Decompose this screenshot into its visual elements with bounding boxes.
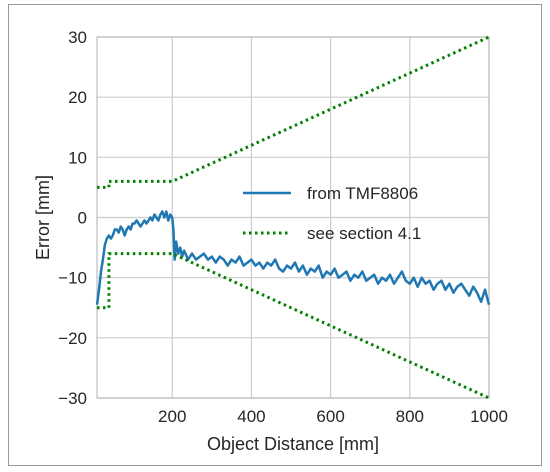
x-tick-label: 800: [396, 407, 424, 426]
legend-label-tmf8806: from TMF8806: [307, 184, 418, 203]
legend: from TMF8806 see section 4.1: [243, 184, 421, 243]
y-tick-label: 0: [78, 209, 87, 228]
x-tick-labels: 200 400 600 800 1000: [158, 407, 508, 426]
y-tick-label: 30: [68, 28, 87, 47]
series-layer: [95, 35, 491, 400]
y-tick-label: 20: [68, 88, 87, 107]
series-tmf8806-line: [95, 210, 491, 306]
x-axis-label: Object Distance [mm]: [207, 434, 379, 454]
y-tick-label: 10: [68, 148, 87, 167]
x-tick-label: 200: [158, 407, 186, 426]
y-axis-label: Error [mm]: [33, 175, 53, 260]
figure-frame: 200 400 600 800 1000 −30 −20 −10 0 10 20 30 Object…: [8, 4, 542, 466]
legend-label-section: see section 4.1: [307, 224, 421, 243]
y-tick-labels: −30 −20 −10 0 10 20 30: [58, 28, 87, 408]
series-section-bound-line: [97, 35, 490, 189]
y-tick-label: −20: [58, 329, 87, 348]
x-tick-label: 1000: [470, 407, 508, 426]
series-section-bound-line: [97, 252, 490, 400]
y-tick-label: −10: [58, 269, 87, 288]
axes-frame: [96, 36, 490, 399]
x-tick-label: 400: [237, 407, 265, 426]
chart: 200 400 600 800 1000 −30 −20 −10 0 10 20 30 Object…: [9, 5, 541, 465]
x-tick-label: 600: [316, 407, 344, 426]
figure-background: [9, 5, 541, 465]
y-tick-label: −30: [58, 389, 87, 408]
